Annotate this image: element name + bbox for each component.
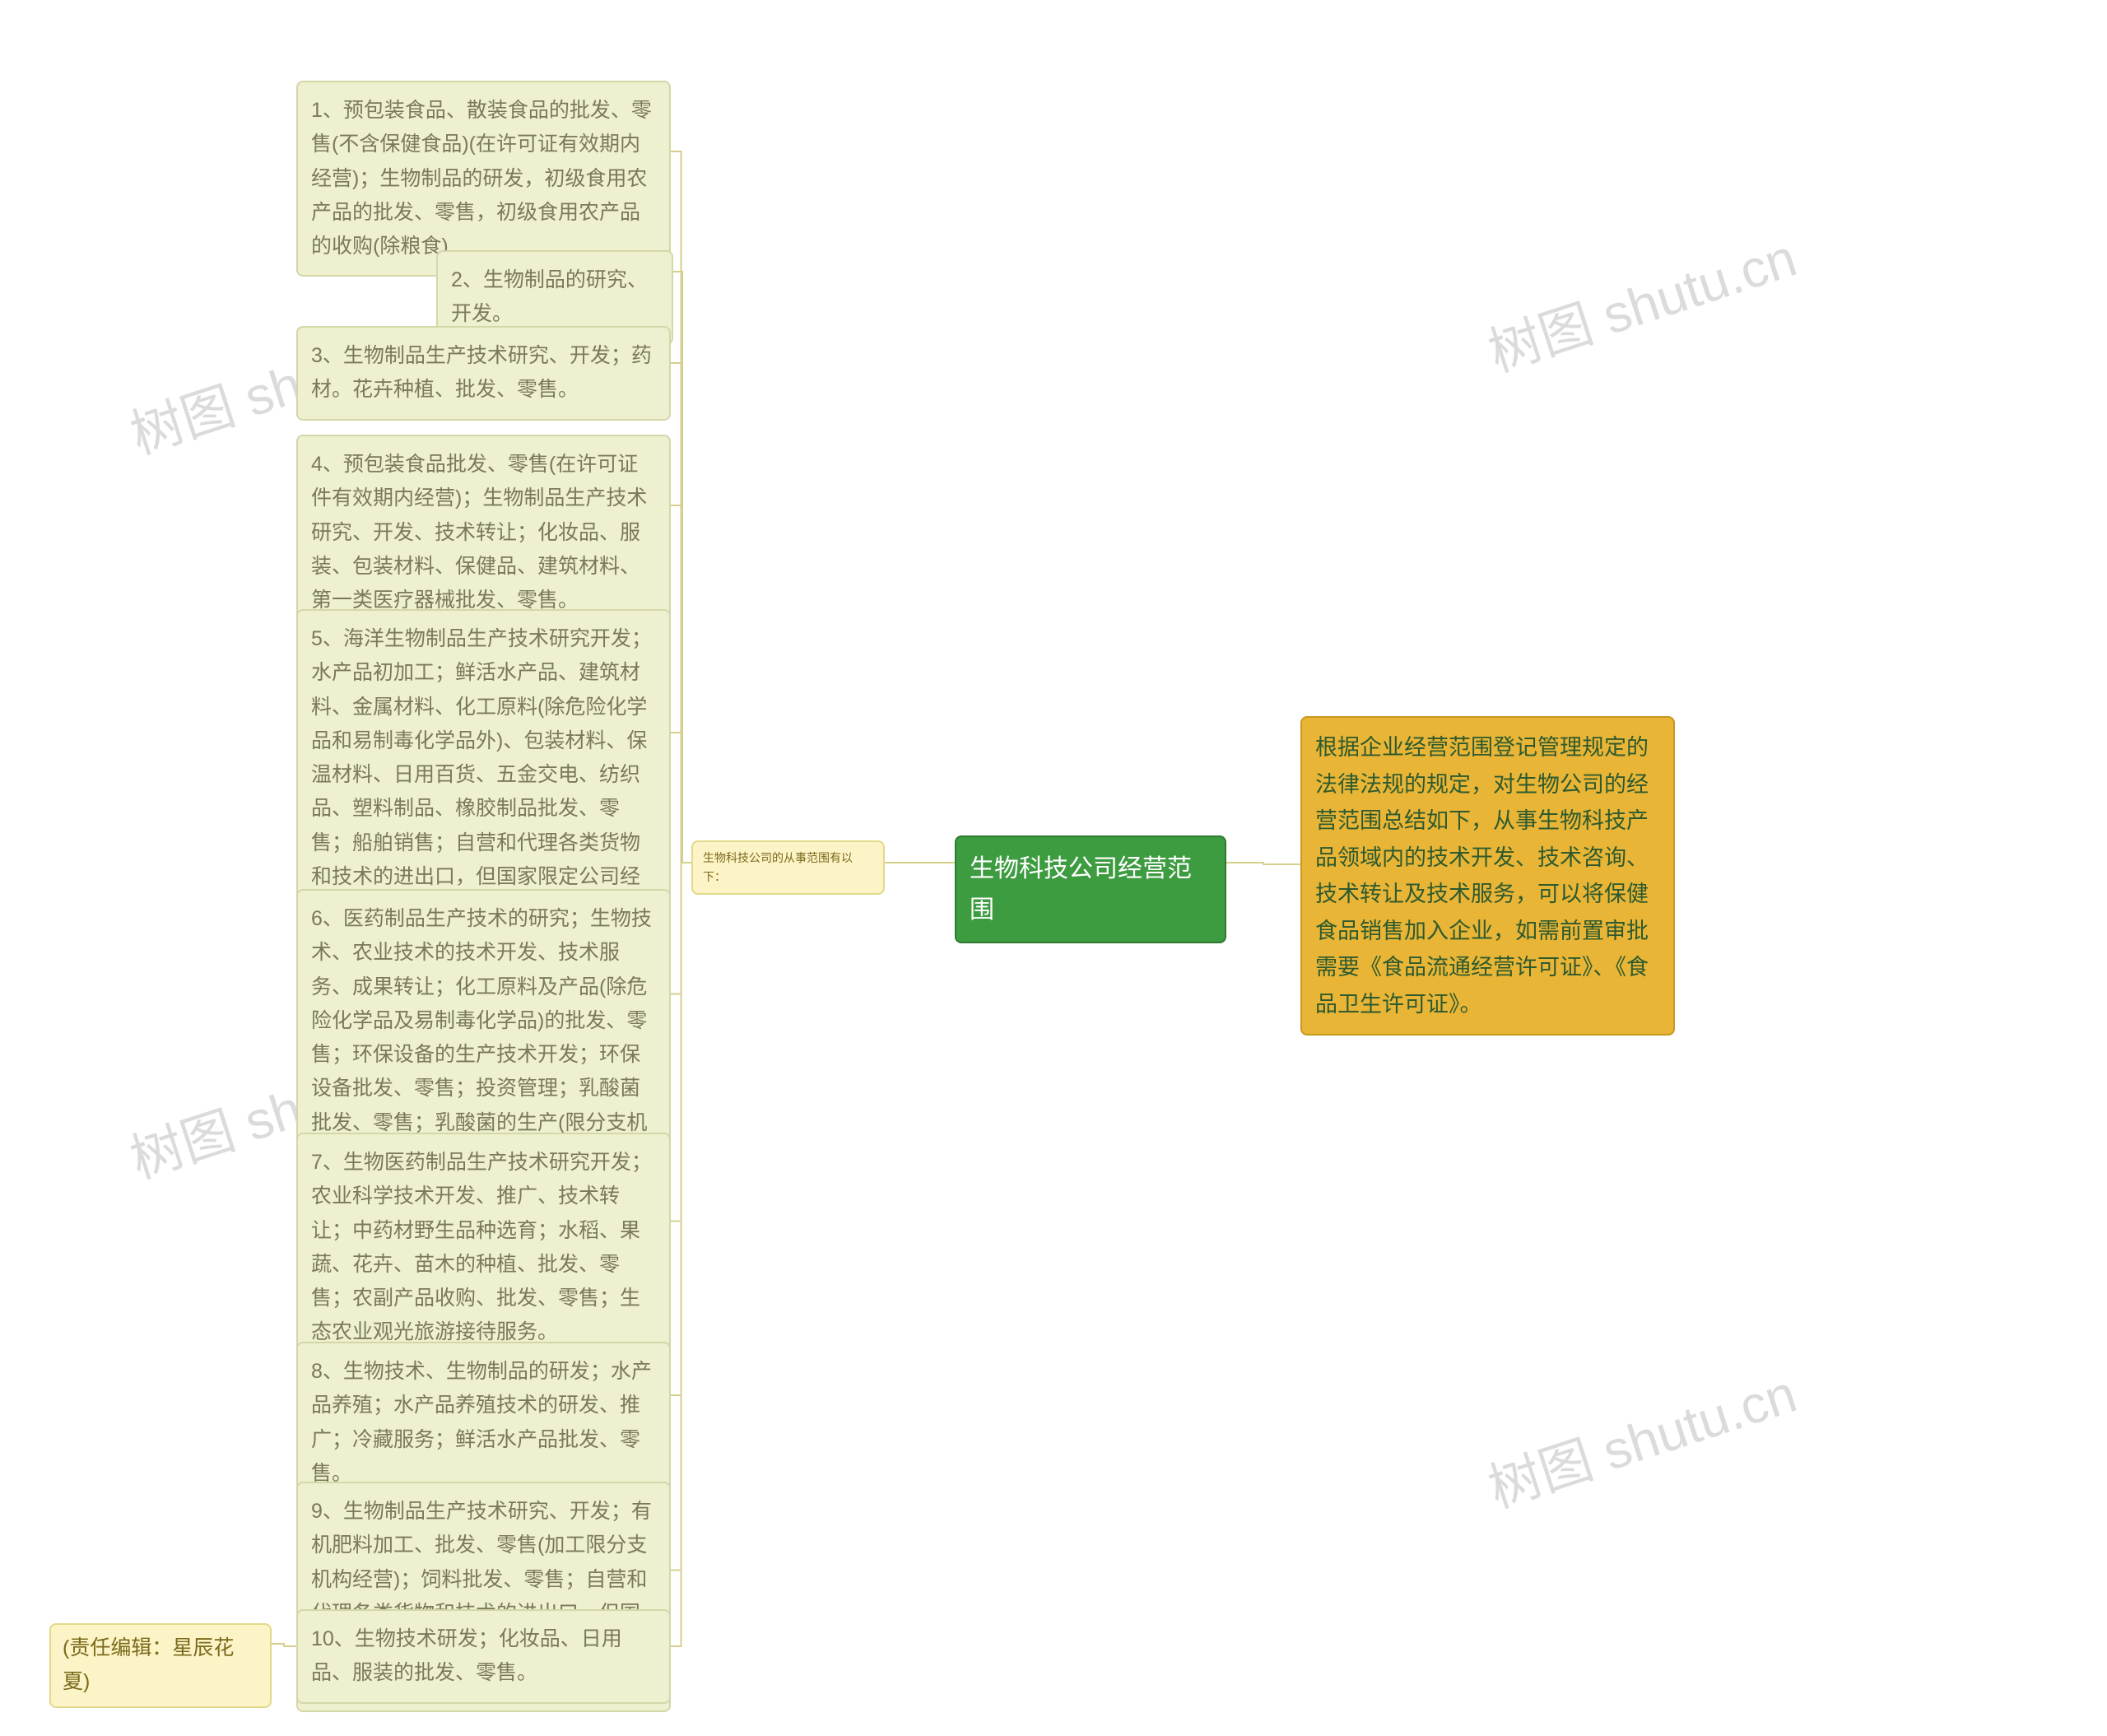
root-node[interactable]: 生物科技公司经营范围 — [955, 835, 1226, 943]
leaf-node[interactable]: 1、预包装食品、散装食品的批发、零售(不含保健食品)(在许可证有效期内经营)；生… — [296, 81, 671, 277]
mindmap-canvas: 树图 shutu.cn 树图 shutu.cn 树图 shutu.cn 树图 s… — [0, 0, 2107, 1736]
leaf-node[interactable]: 8、生物技术、生物制品的研发；水产品养殖；水产品养殖技术的研发、推广；冷藏服务；… — [296, 1342, 671, 1504]
category-node[interactable]: 生物科技公司的从事范围有以下： — [691, 840, 885, 895]
watermark: 树图 shutu.cn — [1477, 1352, 1804, 1522]
leaf-node[interactable]: 4、预包装食品批发、零售(在许可证件有效期内经营)；生物制品生产技术研究、开发、… — [296, 435, 671, 631]
leaf-node[interactable]: 7、生物医药制品生产技术研究开发；农业科学技术开发、推广、技术转让；中药材野生品… — [296, 1133, 671, 1363]
leaf-node[interactable]: 3、生物制品生产技术研究、开发；药材。花卉种植、批发、零售。 — [296, 326, 671, 421]
watermark: 树图 shutu.cn — [1477, 216, 1804, 386]
summary-node[interactable]: 根据企业经营范围登记管理规定的法律法规的规定，对生物公司的经营范围总结如下，从事… — [1300, 716, 1675, 1036]
editor-note: (责任编辑：星辰花夏) — [49, 1623, 272, 1708]
leaf-node[interactable]: 10、生物技术研发；化妆品、日用品、服装的批发、零售。 — [296, 1609, 671, 1704]
